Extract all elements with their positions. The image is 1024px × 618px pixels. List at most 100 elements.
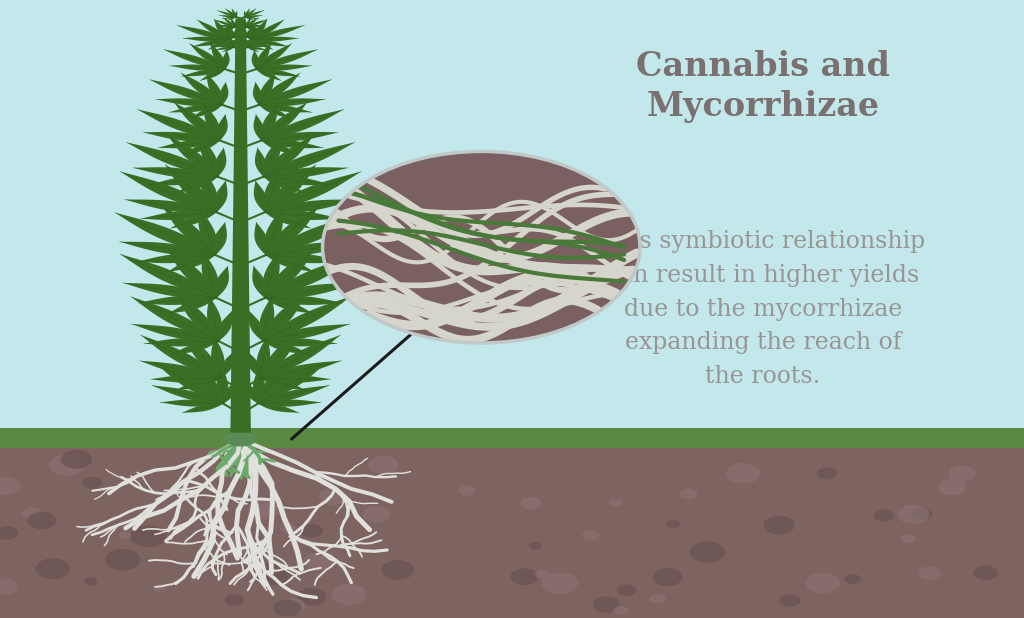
- Polygon shape: [261, 378, 305, 390]
- Polygon shape: [247, 36, 253, 47]
- Polygon shape: [265, 296, 343, 305]
- Circle shape: [459, 485, 475, 496]
- Polygon shape: [261, 332, 298, 378]
- Polygon shape: [265, 200, 356, 213]
- Text: This symbiotic relationship
can result in higher yields
due to the mycorrhizae
e: This symbiotic relationship can result i…: [601, 230, 925, 388]
- Polygon shape: [246, 20, 267, 27]
- Polygon shape: [246, 11, 264, 17]
- Polygon shape: [265, 248, 314, 298]
- Polygon shape: [138, 296, 216, 305]
- Polygon shape: [131, 297, 219, 341]
- Polygon shape: [211, 43, 225, 69]
- Circle shape: [82, 476, 102, 489]
- Polygon shape: [183, 36, 228, 41]
- Polygon shape: [226, 27, 236, 31]
- Circle shape: [362, 506, 390, 523]
- Polygon shape: [259, 73, 300, 105]
- Bar: [0, 0, 1024, 433]
- Circle shape: [520, 497, 542, 510]
- Polygon shape: [265, 298, 312, 313]
- Polygon shape: [253, 365, 265, 404]
- Polygon shape: [259, 80, 332, 105]
- Polygon shape: [243, 379, 258, 404]
- Polygon shape: [233, 30, 237, 37]
- Polygon shape: [204, 104, 220, 140]
- Polygon shape: [255, 148, 266, 177]
- Polygon shape: [263, 167, 282, 213]
- Polygon shape: [253, 82, 262, 105]
- Circle shape: [690, 541, 725, 563]
- Text: Cannabis and
Mycorrhizae: Cannabis and Mycorrhizae: [636, 49, 890, 124]
- Circle shape: [583, 531, 599, 541]
- Circle shape: [224, 594, 244, 606]
- Polygon shape: [169, 104, 222, 112]
- Polygon shape: [214, 20, 236, 27]
- Circle shape: [130, 525, 167, 547]
- Polygon shape: [169, 298, 216, 313]
- Polygon shape: [265, 172, 361, 213]
- Polygon shape: [207, 297, 222, 341]
- Polygon shape: [254, 181, 267, 213]
- Circle shape: [254, 563, 290, 585]
- Polygon shape: [249, 311, 263, 341]
- Polygon shape: [200, 167, 218, 213]
- Polygon shape: [177, 25, 228, 40]
- Polygon shape: [256, 43, 270, 69]
- Polygon shape: [181, 69, 225, 76]
- Circle shape: [919, 567, 940, 580]
- Polygon shape: [262, 324, 350, 341]
- Polygon shape: [258, 386, 330, 404]
- Circle shape: [280, 523, 296, 533]
- Circle shape: [616, 585, 636, 596]
- Polygon shape: [263, 177, 304, 193]
- Circle shape: [726, 463, 761, 483]
- Polygon shape: [262, 338, 337, 347]
- Polygon shape: [261, 335, 341, 378]
- Polygon shape: [158, 140, 220, 148]
- Polygon shape: [230, 18, 236, 27]
- Polygon shape: [189, 43, 225, 69]
- Circle shape: [510, 569, 539, 585]
- Circle shape: [60, 450, 92, 469]
- Polygon shape: [247, 37, 264, 40]
- Polygon shape: [246, 17, 253, 20]
- Polygon shape: [261, 104, 278, 140]
- Polygon shape: [222, 50, 229, 69]
- Circle shape: [652, 568, 683, 586]
- Circle shape: [105, 549, 140, 570]
- Circle shape: [542, 572, 578, 594]
- Polygon shape: [258, 362, 327, 404]
- Polygon shape: [224, 37, 234, 41]
- Polygon shape: [258, 404, 299, 413]
- Polygon shape: [223, 18, 236, 27]
- Polygon shape: [183, 140, 220, 155]
- Polygon shape: [218, 311, 232, 341]
- Circle shape: [279, 598, 305, 614]
- Polygon shape: [263, 136, 282, 177]
- Polygon shape: [256, 69, 300, 76]
- Polygon shape: [266, 255, 313, 272]
- Polygon shape: [263, 167, 348, 178]
- Polygon shape: [253, 19, 267, 40]
- Polygon shape: [261, 140, 298, 155]
- Polygon shape: [259, 104, 312, 112]
- Circle shape: [973, 565, 997, 580]
- Polygon shape: [245, 39, 249, 47]
- Polygon shape: [125, 200, 216, 213]
- Polygon shape: [167, 135, 218, 177]
- Polygon shape: [160, 399, 223, 407]
- Polygon shape: [265, 213, 310, 228]
- Polygon shape: [172, 341, 219, 354]
- Polygon shape: [228, 36, 234, 47]
- Polygon shape: [191, 105, 222, 118]
- Polygon shape: [259, 74, 274, 105]
- Polygon shape: [137, 109, 220, 140]
- Polygon shape: [252, 266, 266, 298]
- Polygon shape: [220, 350, 234, 378]
- Polygon shape: [265, 254, 361, 298]
- Polygon shape: [140, 211, 216, 220]
- Polygon shape: [246, 27, 255, 31]
- Polygon shape: [215, 266, 229, 298]
- Polygon shape: [211, 28, 234, 37]
- Circle shape: [323, 151, 640, 343]
